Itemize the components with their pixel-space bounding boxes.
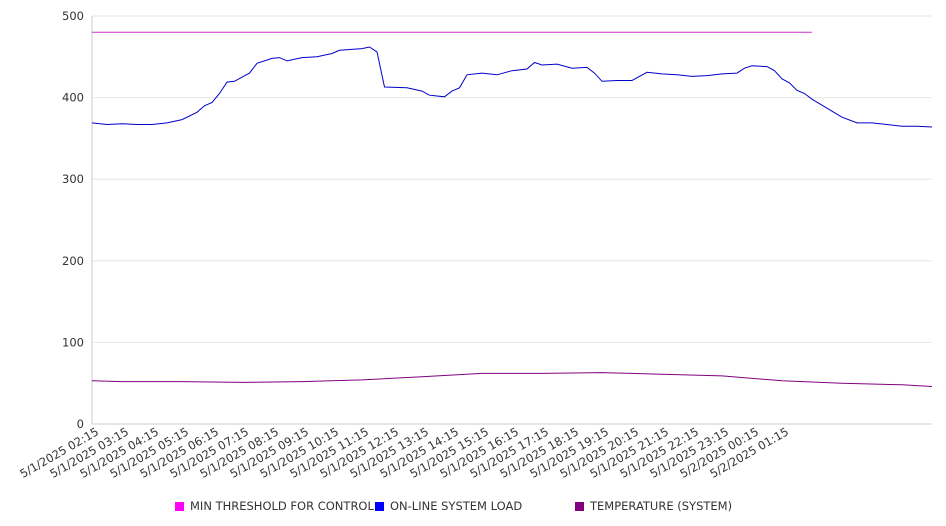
- series-line-temperature-system: [91, 372, 933, 387]
- legend-swatch-temperature: [575, 501, 584, 511]
- series-lines: [91, 31, 933, 387]
- axes: [91, 16, 932, 425]
- legend-label-online-system-load: ON-LINE SYSTEM LOAD: [390, 499, 523, 513]
- y-tick-label: 300: [62, 172, 84, 186]
- legend-swatch-online-system-load: [375, 501, 384, 511]
- x-axis-tick-labels: 5/1/2025 02:155/1/2025 03:155/1/2025 04:…: [17, 424, 791, 480]
- y-tick-label: 200: [62, 254, 84, 268]
- legend-item-min-threshold[interactable]: MIN THRESHOLD FOR CONTROL: [175, 499, 374, 513]
- y-tick-label: 500: [62, 9, 84, 23]
- legend-label-min-threshold: MIN THRESHOLD FOR CONTROL: [190, 499, 374, 513]
- legend: MIN THRESHOLD FOR CONTROL ON-LINE SYSTEM…: [0, 496, 946, 516]
- y-tick-label: 0: [77, 417, 84, 431]
- grid-lines: [92, 15, 932, 343]
- legend-swatch-min-threshold: [175, 501, 184, 511]
- legend-item-temperature[interactable]: TEMPERATURE (SYSTEM): [575, 499, 732, 513]
- y-axis-tick-labels: 0 100 200 300 400 500: [62, 9, 84, 431]
- series-line-on-line-system-load: [91, 46, 933, 128]
- legend-item-online-system-load[interactable]: ON-LINE SYSTEM LOAD: [375, 499, 522, 513]
- legend-label-temperature: TEMPERATURE (SYSTEM): [590, 499, 733, 513]
- y-tick-label: 400: [62, 91, 84, 105]
- y-tick-label: 100: [62, 335, 84, 349]
